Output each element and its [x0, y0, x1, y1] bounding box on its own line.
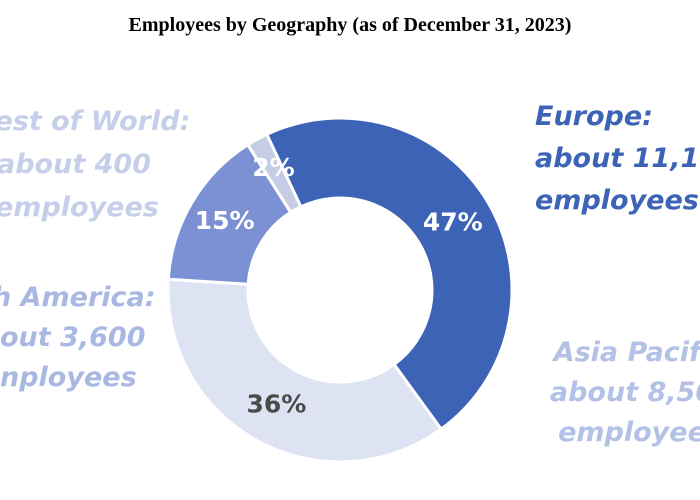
region-label-asia-pacific: about 8,50: [550, 377, 700, 408]
region-label-rest-of-world: about 400: [0, 149, 151, 180]
region-label-north-america: nployees: [0, 362, 137, 393]
donut-slice-rest-of-world: [245, 132, 303, 215]
slice-percent-label: 47%: [423, 207, 483, 236]
region-label-asia-pacific: Asia Pacifi: [552, 337, 700, 368]
slice-percent-label: 15%: [195, 206, 255, 235]
slice-percent-label: 36%: [246, 390, 306, 419]
region-label-europe: about 11,10: [535, 143, 700, 174]
donut-slice-europe: [264, 116, 514, 432]
region-label-asia-pacific: employee: [558, 417, 700, 448]
region-label-north-america: out 3,600: [0, 322, 145, 353]
slice-percent-label: 2%: [252, 153, 294, 182]
region-label-north-america: h America:: [0, 282, 156, 313]
donut-slice-asia-pacific: [166, 277, 444, 464]
region-label-europe: Europe:: [535, 101, 653, 132]
region-label-europe: employees: [535, 185, 699, 216]
region-label-rest-of-world: employees: [0, 192, 159, 223]
chart-title: Employees by Geography (as of December 3…: [128, 14, 572, 36]
region-label-rest-of-world: Rest of World:: [0, 106, 190, 137]
